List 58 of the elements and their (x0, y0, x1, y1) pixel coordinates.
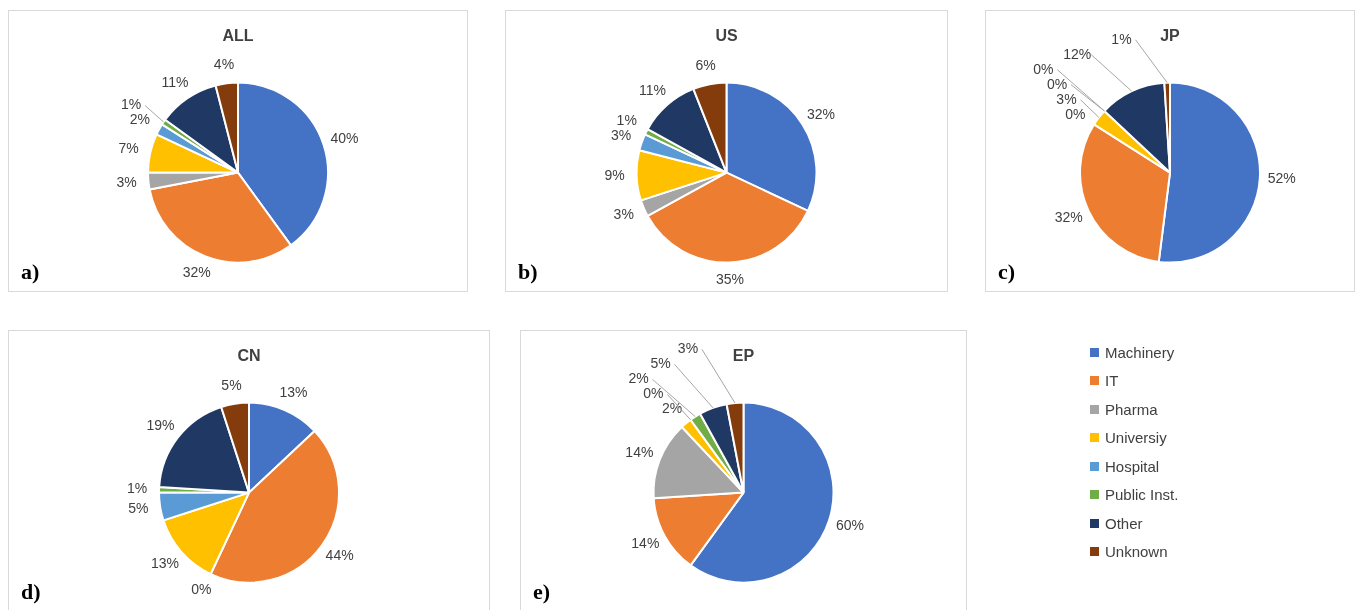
data-label: 14% (631, 535, 660, 552)
chart-title: ALL (222, 27, 254, 45)
legend-label: Pharma (1105, 400, 1158, 418)
chart-title: US (715, 27, 738, 45)
data-label: 3% (1056, 90, 1077, 107)
text: c) (998, 258, 1016, 284)
text: 0% (1033, 60, 1054, 77)
legend-label: Universiy (1105, 429, 1167, 447)
data-label: 3% (611, 126, 632, 143)
data-label: 11% (638, 82, 666, 99)
data-label: 3% (677, 340, 699, 357)
data-label: 11% (161, 74, 189, 91)
data-label: 5% (650, 355, 671, 372)
legend-label: IT (1105, 372, 1119, 390)
data-label: 7% (118, 139, 139, 156)
data-label: 32% (1054, 209, 1083, 226)
data-label: 32% (807, 105, 836, 122)
data-label: 3% (613, 206, 634, 223)
text: 0% (191, 581, 212, 598)
data-label: 12% (1063, 45, 1092, 62)
data-label: 52% (1267, 170, 1296, 187)
data-label: 1% (126, 480, 148, 497)
text: d) (21, 578, 41, 604)
data-label: 3% (116, 173, 137, 190)
data-label: 2% (129, 111, 150, 128)
data-label: 1% (121, 96, 142, 113)
legend-label: Unknown (1105, 543, 1168, 561)
data-label: 2% (661, 400, 683, 417)
text: e) (533, 578, 551, 604)
legend-label: Machinery (1105, 343, 1175, 361)
data-label: 1% (616, 111, 637, 128)
data-label: 44% (325, 546, 354, 563)
data-label: 6% (695, 57, 716, 74)
data-label: 40% (330, 130, 359, 147)
data-label: 9% (604, 166, 625, 183)
text: 0% (1046, 75, 1068, 92)
data-label: 5% (128, 500, 149, 517)
legend-label: Hospital (1105, 457, 1160, 475)
legend-label: Public Inst. (1105, 486, 1179, 504)
chart-title: JP (1160, 27, 1181, 45)
text: 0% (1065, 105, 1086, 122)
chart-title: CN (237, 347, 261, 365)
data-label: 1% (1111, 30, 1132, 47)
data-label: 19% (146, 417, 175, 434)
data-label: 13% (150, 554, 179, 571)
data-label: 32% (182, 263, 211, 280)
text: b) (518, 258, 538, 284)
data-label: 14% (625, 443, 654, 460)
data-label: 60% (836, 516, 865, 533)
data-label: 2% (628, 370, 649, 387)
data-label: 5% (221, 376, 242, 393)
data-label: 13% (279, 384, 308, 401)
data-label: 4% (213, 56, 235, 73)
legend-label: Other (1105, 514, 1143, 532)
data-label: 35% (716, 271, 745, 288)
text: a) (21, 258, 40, 284)
text: 0% (643, 385, 664, 402)
chart-title: EP (732, 347, 755, 365)
